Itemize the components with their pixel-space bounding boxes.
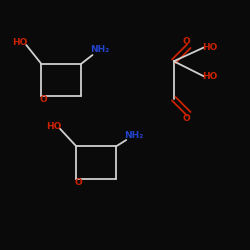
Text: O: O — [40, 96, 48, 104]
Text: HO: HO — [202, 43, 218, 52]
Text: NH₂: NH₂ — [90, 46, 110, 54]
Text: O: O — [182, 114, 190, 123]
Text: HO: HO — [202, 72, 218, 81]
Text: HO: HO — [12, 38, 28, 47]
Text: O: O — [182, 37, 190, 46]
Text: NH₂: NH₂ — [124, 130, 144, 140]
Text: HO: HO — [46, 122, 62, 131]
Text: O: O — [75, 178, 82, 187]
